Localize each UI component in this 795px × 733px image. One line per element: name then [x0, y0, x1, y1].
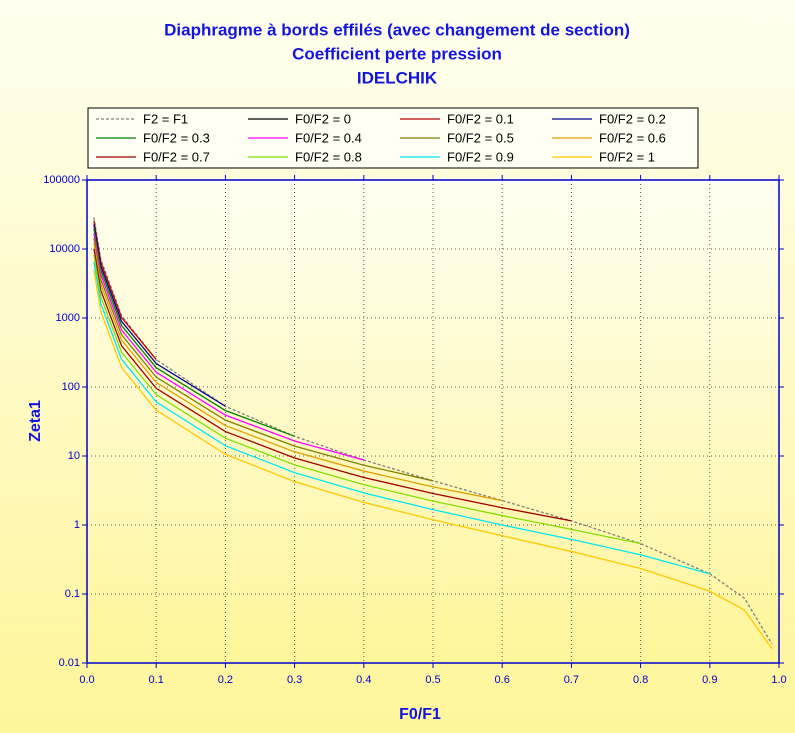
x-tick-label: 0.0: [79, 674, 94, 686]
legend-label: F0/F2 = 0.9: [447, 149, 514, 164]
x-tick-label: 0.4: [356, 674, 371, 686]
legend-label: F0/F2 = 0.5: [447, 130, 514, 145]
y-tick-label: 10: [68, 450, 80, 462]
chart-subtitle: IDELCHIK: [357, 68, 438, 87]
x-tick-label: 0.5: [425, 674, 440, 686]
y-tick-label: 100000: [43, 174, 80, 186]
x-tick-label: 0.6: [495, 674, 510, 686]
y-tick-label: 0.01: [59, 657, 80, 669]
legend-label: F2 = F1: [143, 111, 188, 126]
series-line: [93, 254, 641, 545]
legend-label: F0/F2 = 0.7: [143, 149, 210, 164]
legend-label: F0/F2 = 0.6: [599, 130, 666, 145]
x-tick-label: 0.2: [218, 674, 233, 686]
plot-frame: [86, 179, 780, 664]
y-tick-label: 1: [74, 519, 80, 531]
series-line: [93, 261, 710, 575]
chart-subtitle: Coefficient perte pression: [292, 44, 502, 63]
legend-label: F0/F2 = 0.8: [295, 149, 362, 164]
legend-label: F0/F2 = 0: [295, 111, 351, 126]
y-tick-label: 100: [62, 381, 80, 393]
series-line: [93, 224, 226, 407]
series-line: [93, 248, 572, 522]
series-line: [93, 242, 503, 502]
x-axis-label: F0/F1: [399, 706, 441, 723]
x-tick-label: 0.7: [564, 674, 579, 686]
x-tick-label: 0.9: [702, 674, 717, 686]
series-line: [93, 228, 295, 437]
y-tick-label: 1000: [56, 312, 80, 324]
series-line: [93, 237, 434, 482]
legend-label: F0/F2 = 0.4: [295, 130, 362, 145]
y-axis-label: Zeta1: [27, 400, 44, 442]
legend-label: F0/F2 = 0.2: [599, 111, 666, 126]
legend-label: F0/F2 = 1: [599, 149, 655, 164]
y-tick-label: 10000: [49, 243, 80, 255]
legend-label: F0/F2 = 0.1: [447, 111, 514, 126]
series-line: [93, 269, 773, 650]
series-line: [93, 232, 364, 461]
x-tick-label: 0.3: [287, 674, 302, 686]
y-tick-label: 0.1: [65, 588, 80, 600]
x-tick-label: 1.0: [771, 674, 786, 686]
legend-box: [87, 107, 699, 169]
legend-label: F0/F2 = 0.3: [143, 130, 210, 145]
x-tick-label: 0.1: [149, 674, 164, 686]
chart-title: Diaphragme à bords effilés (avec changem…: [164, 20, 630, 39]
x-tick-label: 0.8: [633, 674, 648, 686]
series-line: [93, 217, 773, 645]
